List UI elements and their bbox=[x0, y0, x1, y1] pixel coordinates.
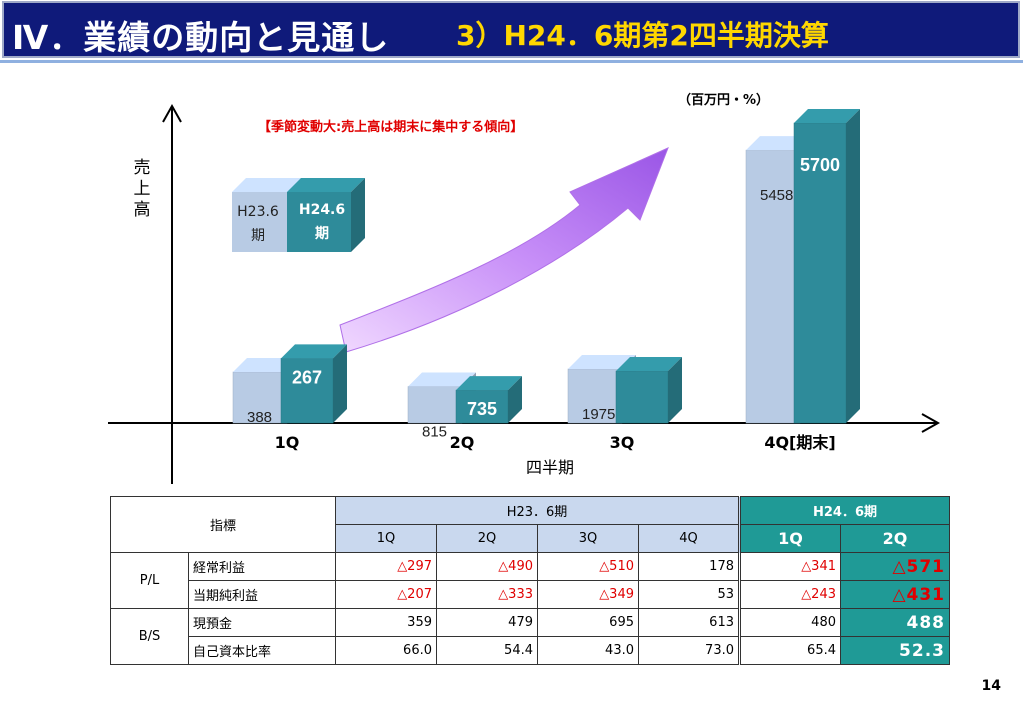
category-label-2: 2Q bbox=[450, 433, 475, 452]
row-label: 自己資本比率 bbox=[188, 636, 336, 665]
bar-h24-4-side bbox=[846, 109, 860, 423]
x-axis-label: 四半期 bbox=[526, 458, 574, 477]
bar-h24-3-top bbox=[616, 357, 682, 372]
legend-h23-front bbox=[232, 192, 292, 252]
cell: 178 bbox=[638, 552, 740, 581]
cell: △333 bbox=[436, 580, 538, 609]
bar-h23-2-top bbox=[408, 372, 476, 387]
row-label: 当期純利益 bbox=[188, 580, 336, 609]
cell: 65.4 bbox=[738, 636, 841, 665]
y-axis-label-char: 売 bbox=[134, 158, 151, 178]
bar-h24-3-side bbox=[668, 357, 682, 423]
cell: 43.0 bbox=[537, 636, 639, 665]
group-pl: P/L bbox=[110, 552, 189, 609]
group-bs: B/S bbox=[110, 608, 189, 665]
cell: △349 bbox=[537, 580, 639, 609]
q-h23-3: 3Q bbox=[537, 524, 639, 553]
growth-arrow-shape bbox=[339, 147, 669, 353]
section-title: Ⅳ．業績の動向と見通し bbox=[12, 18, 390, 57]
cell: △490 bbox=[436, 552, 538, 581]
category-label-3: 3Q bbox=[610, 433, 635, 452]
bar-h24-1-side bbox=[333, 344, 347, 423]
y-axis-label-char: 高 bbox=[134, 200, 151, 220]
legend-h23-line2: 期 bbox=[251, 228, 265, 244]
cell: 613 bbox=[638, 608, 740, 637]
legend-h24-front bbox=[287, 192, 351, 252]
chart-bars bbox=[232, 109, 860, 424]
q-h23-2: 2Q bbox=[436, 524, 538, 553]
bar-h24-1-top bbox=[281, 344, 347, 359]
q-h24-1: 1Q bbox=[738, 524, 841, 553]
q-h23-4: 4Q bbox=[638, 524, 740, 553]
legend-h24-line1: H24.6 bbox=[299, 202, 345, 218]
category-label-1: 1Q bbox=[275, 433, 300, 452]
title-banner: Ⅳ．業績の動向と見通し 3）H24．6期第2四半期決算 bbox=[2, 1, 1020, 58]
cell: △207 bbox=[335, 580, 437, 609]
bar-h24-2-front bbox=[455, 389, 509, 424]
label-h23-3: 1975 bbox=[582, 406, 615, 423]
q-h23-1: 1Q bbox=[335, 524, 437, 553]
header-h23: H23．6期 bbox=[335, 496, 740, 525]
cell-highlight: 52.3 bbox=[840, 636, 950, 665]
x-axis-arrowhead bbox=[921, 413, 941, 433]
bar-h24-3-front bbox=[615, 370, 669, 424]
cell: 53 bbox=[638, 580, 740, 609]
bar-h24-2-side bbox=[508, 376, 522, 423]
cell: 73.0 bbox=[638, 636, 740, 665]
sales-chart: H23.6 期 H24.6 期 388 267 1Q 815 735 2Q 1975 3Q 5458 5… bbox=[108, 92, 941, 484]
y-axis-arrowhead bbox=[162, 103, 182, 123]
category-label-4: 4Q[期末] bbox=[764, 433, 835, 452]
chart-legend: H23.6 期 H24.6 期 bbox=[232, 178, 365, 252]
bar-h23-1-front bbox=[232, 371, 288, 424]
bar-h24-2-top bbox=[456, 376, 522, 391]
row-label: 現預金 bbox=[188, 608, 336, 637]
section-subtitle: 3）H24．6期第2四半期決算 bbox=[456, 19, 829, 52]
seasonality-note: 【季節変動大:売上高は期末に集中する傾向】 bbox=[258, 119, 523, 135]
cell: 695 bbox=[537, 608, 639, 637]
label-h23-4: 5458 bbox=[760, 187, 793, 204]
banner-underline bbox=[0, 60, 1023, 63]
bar-h24-4-top bbox=[794, 109, 860, 123]
label-h23-2: 815 bbox=[422, 424, 447, 441]
q-h24-2: 2Q bbox=[840, 524, 950, 553]
cell-highlight: △571 bbox=[840, 552, 950, 581]
legend-h24-side bbox=[351, 178, 365, 252]
header-h24: H24．6期 bbox=[738, 496, 950, 525]
legend-h24-line2: 期 bbox=[315, 226, 329, 242]
cell: 480 bbox=[738, 608, 841, 637]
growth-arrow bbox=[339, 147, 669, 353]
cell: △341 bbox=[738, 552, 841, 581]
bar-h24-4-front bbox=[793, 122, 847, 424]
kpi-table: 指標 H23．6期 H24．6期 1Q 2Q 3Q 4Q 1Q 2Q P/L 経… bbox=[110, 496, 950, 665]
page-number: 14 bbox=[981, 678, 1001, 694]
label-h23-1: 388 bbox=[247, 409, 272, 426]
cell: 479 bbox=[436, 608, 538, 637]
cell: 54.4 bbox=[436, 636, 538, 665]
legend-h23-line1: H23.6 bbox=[237, 204, 279, 220]
bar-h23-4-front bbox=[745, 149, 801, 424]
cell: △510 bbox=[537, 552, 639, 581]
cell-highlight: 488 bbox=[840, 608, 950, 637]
legend-h24-top bbox=[287, 178, 365, 192]
cell-highlight: △431 bbox=[840, 580, 950, 609]
cell: 359 bbox=[335, 608, 437, 637]
unit-label: （百万円・%） bbox=[678, 92, 769, 108]
cell: △243 bbox=[738, 580, 841, 609]
cell: 66.0 bbox=[335, 636, 437, 665]
y-axis-label-char: 上 bbox=[134, 179, 151, 199]
label-h24-1: 267 bbox=[292, 367, 322, 387]
cell: △297 bbox=[335, 552, 437, 581]
bar-h23-3-top bbox=[568, 354, 636, 369]
row-label: 経常利益 bbox=[188, 552, 336, 581]
label-h24-2: 735 bbox=[467, 399, 497, 419]
bar-h23-2-front bbox=[407, 386, 463, 424]
legend-h23-top bbox=[232, 178, 306, 192]
header-indicator: 指標 bbox=[110, 496, 336, 553]
chart-texts: 388 267 1Q 815 735 2Q 1975 3Q 5458 5700 4Q[期末] 【季節変… bbox=[134, 92, 841, 477]
label-h24-4: 5700 bbox=[800, 155, 840, 175]
